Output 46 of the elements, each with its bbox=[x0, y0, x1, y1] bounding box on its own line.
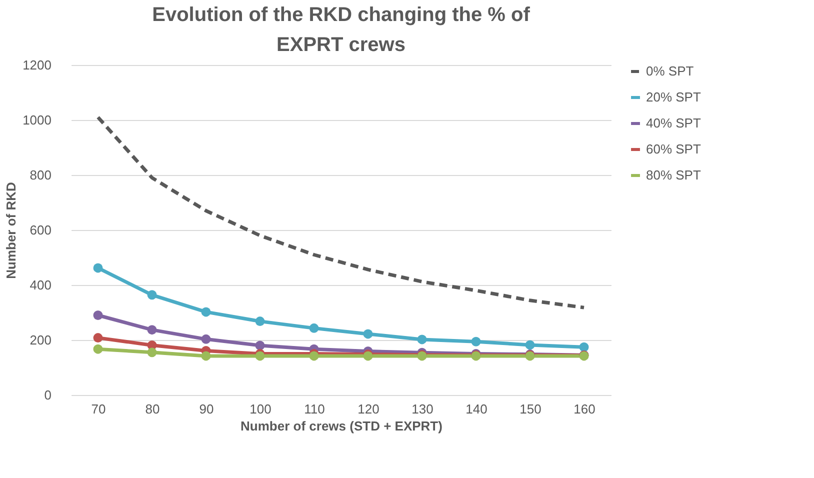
point bbox=[93, 310, 103, 320]
point bbox=[147, 348, 157, 358]
point bbox=[309, 351, 319, 361]
point bbox=[201, 351, 211, 361]
y-tick-label: 400 bbox=[30, 278, 52, 292]
legend-label: 40% SPT bbox=[646, 116, 701, 130]
y-tick-label: 600 bbox=[30, 222, 52, 238]
point bbox=[255, 351, 265, 361]
point bbox=[255, 316, 265, 326]
point bbox=[93, 263, 103, 273]
point bbox=[93, 344, 103, 354]
point bbox=[417, 334, 427, 344]
x-tick-label: 120 bbox=[358, 402, 380, 416]
x-tick-label: 90 bbox=[199, 402, 214, 416]
y-tick-label: 800 bbox=[30, 168, 52, 182]
point bbox=[525, 340, 535, 350]
x-tick-label: 110 bbox=[304, 402, 325, 416]
x-tick-label: 160 bbox=[574, 402, 596, 416]
point bbox=[255, 340, 265, 350]
point bbox=[147, 290, 157, 300]
y-tick-label: 0 bbox=[44, 388, 52, 402]
x-tick-label: 80 bbox=[145, 402, 160, 416]
x-axis-title: Number of crews (STD + EXPRT) bbox=[240, 418, 442, 434]
point bbox=[363, 329, 373, 339]
x-tick-label: 150 bbox=[520, 402, 542, 416]
point bbox=[201, 307, 211, 317]
point bbox=[309, 323, 319, 333]
point bbox=[579, 342, 589, 352]
x-tick-label: 140 bbox=[466, 402, 488, 416]
point bbox=[93, 333, 103, 343]
y-tick-label: 200 bbox=[30, 332, 52, 348]
y-axis-title: Number of RKD bbox=[4, 182, 19, 279]
x-tick-label: 130 bbox=[412, 402, 434, 416]
point bbox=[147, 325, 157, 335]
x-tick-label: 100 bbox=[250, 402, 272, 416]
point bbox=[471, 336, 481, 346]
legend-label: 60% SPT bbox=[646, 142, 701, 156]
x-tick-label: 70 bbox=[91, 402, 106, 416]
line-series bbox=[96, 116, 586, 310]
chart-title: Evolution of the RKD changing the % of EXPRT crews bbox=[152, 4, 530, 56]
legend-label: 0% SPT bbox=[646, 64, 694, 78]
legend-label: 20% SPT bbox=[646, 90, 701, 104]
y-tick-label: 1200 bbox=[22, 58, 52, 72]
point bbox=[201, 334, 211, 344]
legend-label: 80% SPT bbox=[646, 168, 701, 182]
y-tick-label: 1000 bbox=[22, 112, 52, 128]
